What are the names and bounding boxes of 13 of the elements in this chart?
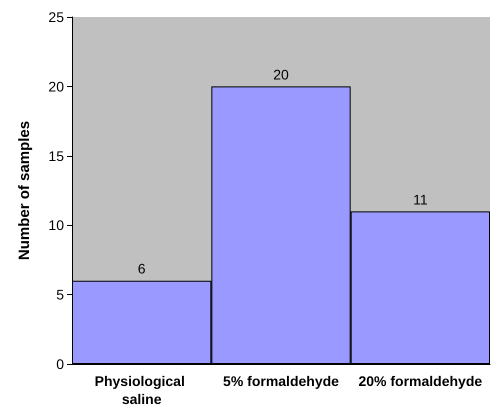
data-label: 6 (138, 260, 146, 277)
x-tick-label: 20% formaldehyde (358, 373, 482, 389)
y-tick-label: 10 (48, 217, 64, 234)
data-label: 11 (413, 191, 428, 208)
y-tick-label: 5 (56, 286, 64, 303)
y-tick-label: 20 (48, 78, 64, 94)
data-label: 20 (273, 66, 289, 82)
y-axis-title: Number of samples (16, 120, 33, 260)
y-tick-label: 15 (48, 148, 64, 164)
x-tick-label: Physiological saline (94, 373, 189, 407)
y-tick-label: 0 (56, 356, 64, 372)
x-tick-label: 5% formaldehyde (223, 373, 340, 389)
y-tick-label: 25 (48, 9, 64, 25)
